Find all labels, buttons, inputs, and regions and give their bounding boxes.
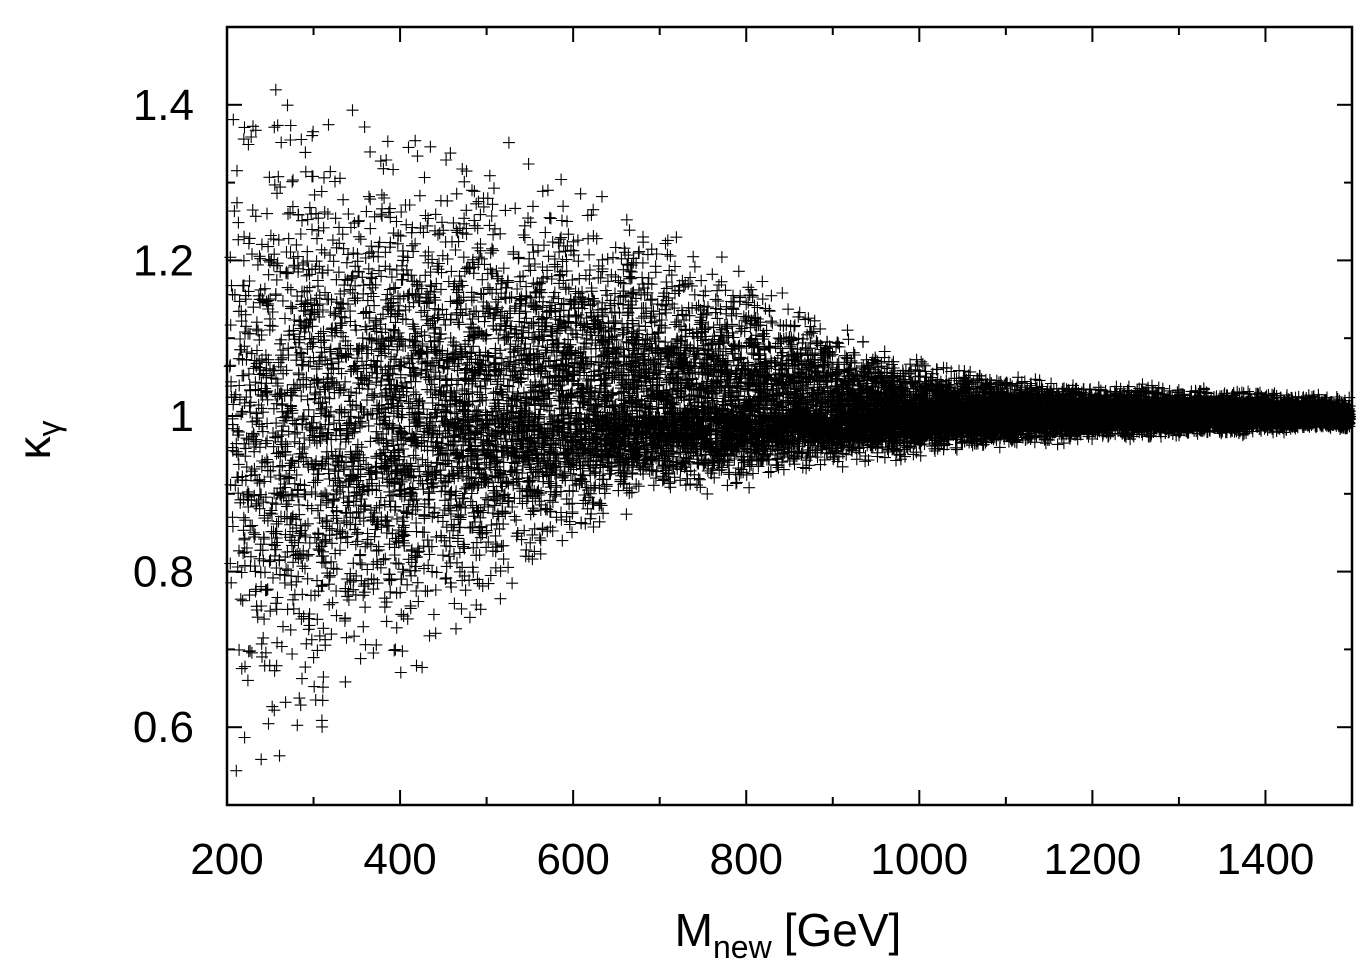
scatter-points	[223, 83, 1356, 777]
y-axis-label-subscript: γ	[31, 421, 67, 437]
y-tick-label: 1.2	[133, 236, 194, 285]
x-tick-label: 200	[190, 835, 263, 884]
y-tick-label: 1.4	[133, 81, 194, 130]
x-tick-label: 800	[710, 835, 783, 884]
x-axis-label: Mnew [GeV]	[675, 904, 902, 965]
plot-frame	[225, 25, 1354, 807]
y-tick-labels: 0.6 0.8 1 1.2 1.4	[133, 81, 194, 752]
x-axis-label-main: M	[675, 904, 713, 956]
y-tick-label: 1	[170, 392, 194, 441]
scatter-markers	[223, 83, 1356, 777]
y-tick-label: 0.6	[133, 703, 194, 752]
x-axis-label-subscript: new	[713, 929, 773, 965]
x-tick-label: 400	[363, 835, 436, 884]
x-tick-label: 1200	[1043, 835, 1141, 884]
x-tick-label: 1400	[1217, 835, 1315, 884]
x-tick-label: 1000	[870, 835, 968, 884]
x-tick-label: 600	[536, 835, 609, 884]
x-tick-labels: 200 400 600 800 1000 1200 1400	[190, 835, 1314, 884]
y-tick-label: 0.8	[133, 548, 194, 597]
y-axis-label-main: κ	[8, 436, 60, 460]
y-axis-label: κγ	[8, 421, 67, 460]
x-axis-label-unit: [GeV]	[784, 904, 902, 956]
axis-ticks	[226, 26, 1353, 806]
